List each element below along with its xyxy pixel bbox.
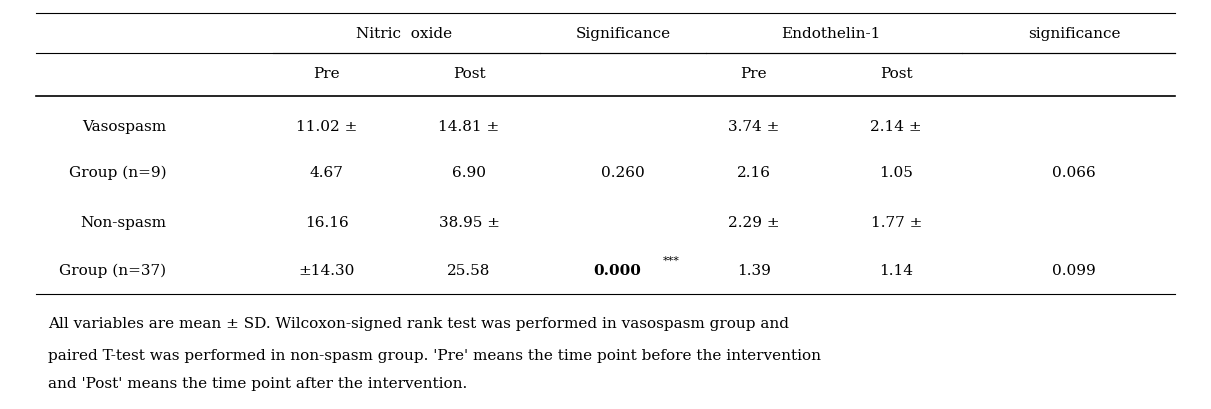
Text: Nitric  oxide: Nitric oxide [356, 27, 452, 41]
Text: ±14.30: ±14.30 [298, 264, 355, 278]
Text: 0.260: 0.260 [602, 166, 645, 180]
Text: ***:  p<0.001 in comparison with Pre-intervention and Post-intervention by paire: ***: p<0.001 in comparison with Pre-inte… [47, 408, 733, 409]
Text: 2.29 ±: 2.29 ± [728, 216, 780, 229]
Text: Group (n=9): Group (n=9) [69, 165, 166, 180]
Text: Post: Post [453, 67, 486, 81]
Text: 2.16: 2.16 [736, 166, 771, 180]
Text: paired T-test was performed in non-spasm group. 'Pre' means the time point befor: paired T-test was performed in non-spasm… [47, 348, 821, 362]
Text: 14.81 ±: 14.81 ± [438, 119, 500, 133]
Text: Pre: Pre [741, 67, 767, 81]
Text: Vasospasm: Vasospasm [82, 119, 166, 133]
Text: Endothelin-1: Endothelin-1 [781, 27, 880, 41]
Text: Pre: Pre [314, 67, 340, 81]
Text: ***: *** [662, 256, 679, 265]
Text: Significance: Significance [575, 27, 671, 41]
Text: 1.77 ±: 1.77 ± [871, 216, 922, 229]
Text: 1.39: 1.39 [737, 264, 770, 278]
Text: 11.02 ±: 11.02 ± [295, 119, 357, 133]
Text: 3.74 ±: 3.74 ± [728, 119, 780, 133]
Text: 0.066: 0.066 [1052, 166, 1096, 180]
Text: 0.099: 0.099 [1052, 264, 1096, 278]
Text: Group (n=37): Group (n=37) [59, 263, 166, 278]
Text: Non-spasm: Non-spasm [80, 216, 166, 229]
Text: 1.14: 1.14 [879, 264, 913, 278]
Text: 2.14 ±: 2.14 ± [871, 119, 922, 133]
Text: 38.95 ±: 38.95 ± [438, 216, 499, 229]
Text: 1.05: 1.05 [879, 166, 913, 180]
Text: 4.67: 4.67 [310, 166, 344, 180]
Text: and 'Post' means the time point after the intervention.: and 'Post' means the time point after th… [47, 376, 467, 390]
Text: 6.90: 6.90 [452, 166, 486, 180]
Text: 25.58: 25.58 [447, 264, 490, 278]
Text: 16.16: 16.16 [305, 216, 349, 229]
Text: Post: Post [880, 67, 913, 81]
Text: All variables are mean ± SD. Wilcoxon-signed rank test was performed in vasospas: All variables are mean ± SD. Wilcoxon-si… [47, 316, 788, 330]
Text: significance: significance [1028, 27, 1120, 41]
Text: 0.000: 0.000 [593, 264, 642, 278]
